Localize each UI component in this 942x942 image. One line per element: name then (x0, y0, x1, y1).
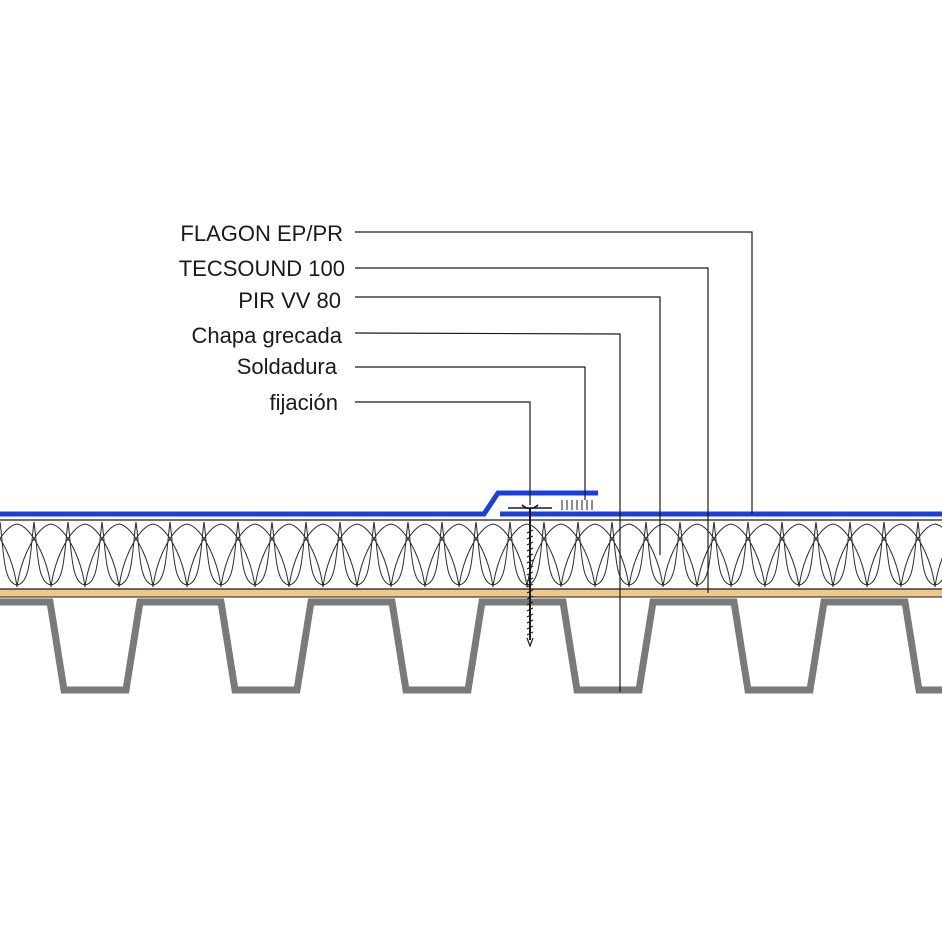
label-fixing: fijación (270, 390, 338, 415)
leader-fixing (355, 401, 531, 505)
fixing-screw (508, 504, 552, 648)
leader-lines (354, 231, 753, 692)
fixing-thread-tick (526, 577, 534, 582)
leader-membrane (355, 231, 753, 514)
leader-acoustic (355, 267, 709, 593)
fixing-thread-tick (526, 631, 534, 636)
label-deck: Chapa grecada (192, 323, 343, 348)
fixing-thread-tick (526, 583, 534, 588)
fixing-thread-tick (526, 589, 534, 594)
acoustic-layer (0, 589, 942, 597)
fixing-thread-tick (526, 529, 534, 534)
label-weld: Soldadura (237, 354, 338, 379)
labels: FLAGON EP/PR TECSOUND 100 PIR VV 80 Chap… (179, 221, 345, 415)
leader-deck (354, 332, 621, 692)
fixing-thread-tick (526, 571, 534, 576)
fixing-thread-tick (526, 553, 534, 558)
fixing-thread-tick (526, 547, 534, 552)
label-insulation: PIR VV 80 (238, 288, 341, 313)
fixing-thread-tick (526, 619, 534, 624)
fixing-thread-tick (526, 607, 534, 612)
fixing-thread-tick (526, 559, 534, 564)
fixing-thread-tick (526, 535, 534, 540)
label-acoustic: TECSOUND 100 (179, 256, 345, 281)
fixing-thread-tick (526, 541, 534, 546)
fixing-tip (526, 637, 534, 648)
fixing-thread-tick (526, 565, 534, 570)
membrane-lower-sheet (0, 490, 598, 517)
insulation-board (0, 519, 942, 590)
fixing-thread (526, 529, 534, 636)
fixing-thread-tick (526, 613, 534, 618)
waterproof-membrane (0, 490, 942, 517)
fixing-thread-tick (526, 625, 534, 630)
leader-weld (355, 366, 586, 500)
label-membrane: FLAGON EP/PR (180, 221, 343, 246)
weld-seam-hatch (561, 500, 593, 510)
fixing-thread-tick (526, 601, 534, 606)
insulation-hatch-pattern (0, 521, 942, 588)
steel-deck-profile (0, 598, 942, 694)
leader-insulation (355, 296, 661, 555)
fixing-thread-tick (526, 595, 534, 600)
